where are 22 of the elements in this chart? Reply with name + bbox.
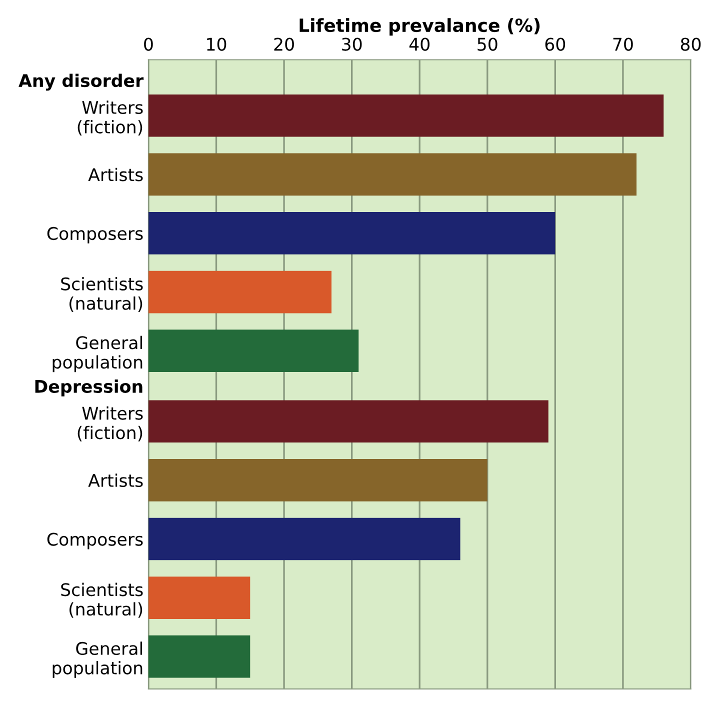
- y-tick-label: Writers (fiction): [78, 100, 143, 136]
- y-tick-label: Scientists (natural): [61, 582, 143, 618]
- x-tick-label: 50: [478, 38, 498, 51]
- y-tick-label: General population: [52, 642, 142, 678]
- y-tick-label: Writers (fiction): [78, 406, 143, 442]
- x-tick-label: 30: [342, 38, 362, 51]
- y-tick-label: Artists: [88, 474, 143, 488]
- x-tick-label: 70: [613, 38, 633, 51]
- y-tick-label: Scientists (natural): [61, 277, 143, 312]
- x-tick-label: 60: [545, 38, 566, 51]
- y-tick-label: Artists: [88, 168, 143, 182]
- y-tick-label: Any disorder: [18, 74, 144, 91]
- y-tick-label: General population: [52, 336, 142, 372]
- x-tick-label: 20: [274, 38, 294, 51]
- y-tick-label: Composers: [47, 532, 143, 550]
- x-tick-label: 0: [144, 38, 153, 51]
- x-tick-label: 40: [409, 38, 430, 51]
- y-tick-label: Composers: [47, 226, 143, 244]
- x-tick-label: 80: [680, 38, 701, 51]
- y-tick-label: Depression: [35, 380, 142, 396]
- x-tick-label: 10: [207, 38, 226, 51]
- x-axis-title: Lifetime prevalance (%): [300, 18, 540, 36]
